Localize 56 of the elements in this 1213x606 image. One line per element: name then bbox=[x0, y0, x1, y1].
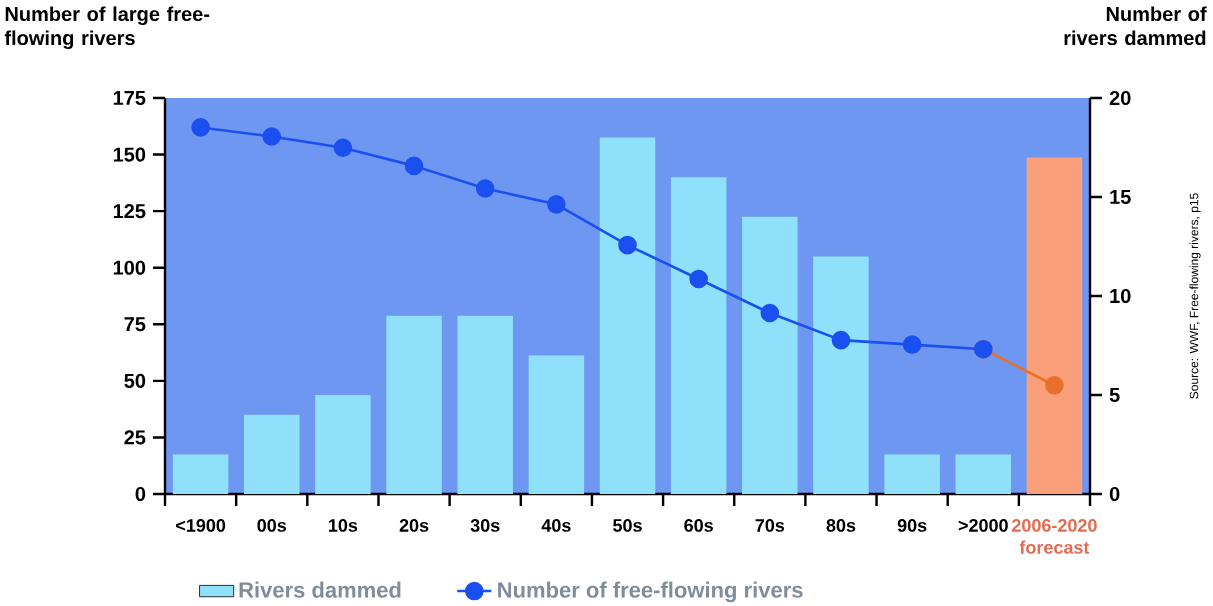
bar bbox=[599, 137, 656, 494]
point bbox=[902, 335, 922, 354]
bar bbox=[884, 454, 940, 494]
y2-axis-title: Number of rivers dammed bbox=[1064, 6, 1207, 46]
x-tick-label: 60s bbox=[684, 519, 713, 532]
x-tick-label: 80s bbox=[826, 519, 856, 532]
point bbox=[475, 179, 495, 198]
point bbox=[689, 269, 708, 289]
bar bbox=[955, 454, 1012, 494]
y2-tick-label: 5 bbox=[1109, 388, 1120, 402]
source-note: Source: WWF, Free-flowing rivers, p15 bbox=[1189, 193, 1201, 399]
y-tick-label: 50 bbox=[124, 373, 146, 388]
x-tick-label: 50s bbox=[613, 519, 642, 532]
bar bbox=[742, 216, 798, 494]
bar bbox=[813, 256, 869, 494]
point bbox=[404, 156, 424, 176]
legend-label: Rivers dammed bbox=[239, 581, 401, 598]
point bbox=[618, 235, 637, 255]
point bbox=[191, 118, 210, 137]
x-tick-label: 70s bbox=[755, 519, 785, 532]
bar bbox=[386, 315, 442, 494]
x-tick-label: 40s bbox=[541, 519, 571, 532]
x-tick-label: 00s bbox=[257, 519, 287, 532]
x-tick-label: <1900 bbox=[176, 519, 226, 532]
y-tick-label: 150 bbox=[113, 147, 146, 162]
bar bbox=[243, 414, 300, 494]
y2-tick-label: 10 bbox=[1110, 288, 1131, 304]
y-tick-label: 125 bbox=[113, 204, 146, 219]
y2-tick-label: 20 bbox=[1109, 90, 1131, 106]
bar bbox=[172, 454, 229, 494]
y-tick-label: 100 bbox=[113, 260, 146, 275]
x-tick-label: 30s bbox=[470, 519, 500, 532]
y-tick-label: 0 bbox=[135, 486, 146, 502]
point bbox=[831, 330, 851, 350]
y-axis-title: Number of large free-flowing rivers bbox=[4, 6, 210, 50]
legend-label: Number of free-flowing rivers bbox=[498, 581, 803, 603]
point bbox=[547, 195, 566, 214]
y-tick-label: 175 bbox=[113, 91, 146, 105]
bar bbox=[315, 395, 371, 494]
y2-tick-label: 0 bbox=[1109, 486, 1120, 502]
x-tick-label: 10s bbox=[329, 519, 358, 532]
bar bbox=[1026, 157, 1083, 494]
point bbox=[333, 138, 353, 158]
point bbox=[760, 303, 780, 323]
x-tick-label: 20s bbox=[399, 519, 429, 532]
x-tick-label: >2000 bbox=[958, 519, 1008, 532]
y-tick-label: 75 bbox=[124, 317, 146, 332]
x-tick-label: 2006-2020 forecast bbox=[1012, 519, 1097, 554]
bar bbox=[457, 315, 513, 494]
bar bbox=[670, 177, 727, 494]
bar bbox=[528, 355, 585, 494]
y2-tick-label: 15 bbox=[1110, 190, 1131, 204]
point bbox=[262, 127, 282, 146]
y-tick-label: 25 bbox=[124, 430, 146, 445]
point bbox=[1045, 376, 1064, 395]
x-tick-label: 90s bbox=[897, 519, 927, 532]
